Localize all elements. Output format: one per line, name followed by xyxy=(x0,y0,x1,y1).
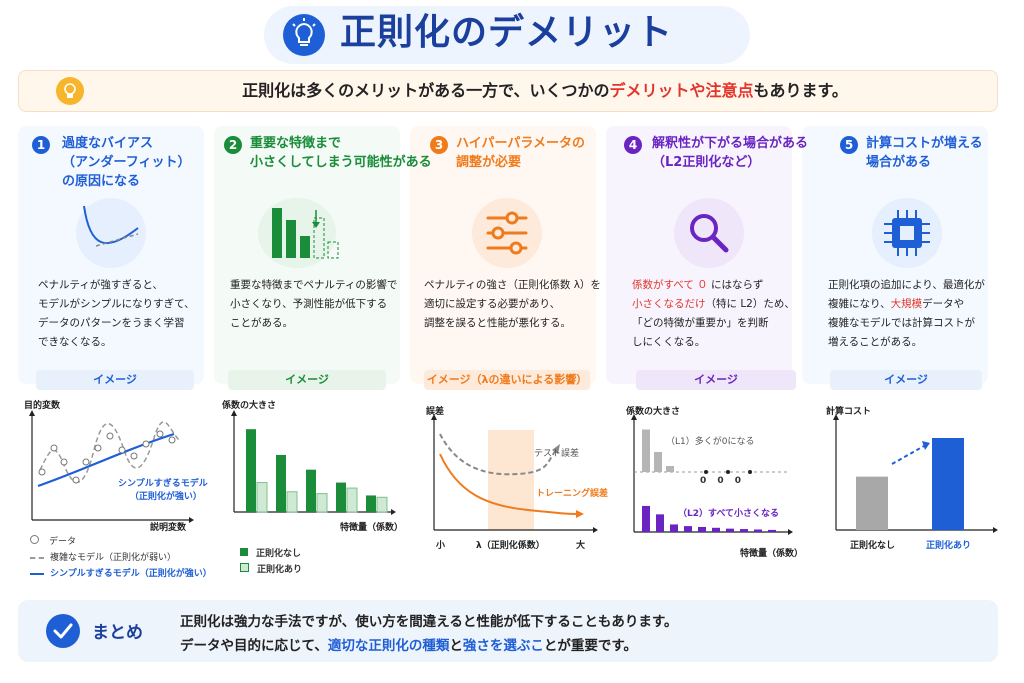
page-title: 正則化のデメリット xyxy=(340,12,674,53)
chart3-train-label: トレーニング誤差 xyxy=(536,489,609,499)
bar-l2-0 xyxy=(642,505,650,532)
bar-l1-2 xyxy=(666,466,674,472)
chart2-xlabel: 特徴量（係数） xyxy=(340,523,404,533)
sliders-icon xyxy=(472,198,542,268)
chart4-plot xyxy=(631,414,793,535)
chart2-plot xyxy=(231,410,396,515)
summary-line-1: 正則化は強力な手法ですが、使い方を間違えると性能が低下することもあります。 xyxy=(180,614,678,630)
legend-complex: 複雑なモデル（正則化が弱い） xyxy=(30,550,210,566)
summary-line-2: データや目的に応じて、適切な正則化の種類と強さを選ぶことが重要です。 xyxy=(180,638,637,654)
chart1-annotation: シンプルすぎるモデル （正則化が強い） xyxy=(118,479,208,502)
chart5-cat-1: 正則化あり xyxy=(926,541,972,551)
bar-with-reg-0 xyxy=(256,482,268,513)
column-4-image-pill: イメージ xyxy=(636,370,796,390)
intro-highlight: デメリットや注意点 xyxy=(609,81,754,100)
chart5-plot xyxy=(833,414,998,533)
bar-l2-2 xyxy=(670,524,678,532)
column-4-description: 係数がすべて ０ にはならず 小さくなるだけ（特に L2）ため、 「どの特徴が重… xyxy=(632,279,795,348)
chart1-legend: データ 複雑なモデル（正則化が弱い） シンプルすぎるモデル（正則化が強い） xyxy=(30,534,212,582)
check-icon xyxy=(46,614,80,648)
intro-part1: 正則化は多くのメリットがある一方で、いくつかの xyxy=(242,81,610,100)
bar-l2-3 xyxy=(684,526,692,532)
legend-data: データ xyxy=(30,534,210,550)
bar-cost-1 xyxy=(932,438,964,530)
chart2-ylabel: 係数の大きさ xyxy=(222,401,277,411)
cpu-chip-icon xyxy=(872,198,942,268)
chart3-x-mid: λ（正則化係数） xyxy=(476,541,545,551)
chart1-ylabel: 目的変数 xyxy=(24,401,61,411)
bar-shrink-icon xyxy=(258,198,339,268)
bar-l2-1 xyxy=(656,514,664,532)
bar-l2-6 xyxy=(726,528,734,532)
column-4-number: 4 xyxy=(624,136,642,154)
bar-l1-1 xyxy=(654,452,662,472)
bar-no-reg-0 xyxy=(246,429,256,512)
legend-with-reg: 正則化あり xyxy=(240,562,302,578)
chart4-zeros: 0 0 0 xyxy=(700,476,746,486)
intro-part2: もあります。 xyxy=(753,81,848,100)
column-1-image-pill: イメージ xyxy=(36,370,194,390)
chart3-ylabel: 誤差 xyxy=(426,407,445,417)
column-5-heading: 計算コストが増える 場合がある xyxy=(866,136,983,170)
bar-l1-0 xyxy=(642,429,650,472)
chart1-plot xyxy=(29,410,194,523)
bar-no-reg-3 xyxy=(336,482,346,512)
chart5-ylabel: 計算コスト xyxy=(826,407,872,417)
column-5-number: 5 xyxy=(840,136,858,154)
chart5-cat-0: 正則化なし xyxy=(850,541,896,551)
chart4-ylabel: 係数の大きさ xyxy=(626,407,681,417)
column-1-number: 1 xyxy=(32,136,50,154)
column-2-description: 重要な特徴までペナルティの影響で 小さくなり、予測性能が低下する ことがある。 xyxy=(230,279,398,329)
column-2-heading: 重要な特徴まで 小さくしてしまう可能性がある xyxy=(250,136,432,170)
bar-l2-4 xyxy=(698,526,706,532)
column-3-heading: ハイパーパラメータの 調整が必要 xyxy=(456,136,585,170)
bar-no-reg-1 xyxy=(276,454,286,512)
chart4-l2-label: （L2）すべて小さくなる xyxy=(678,509,780,519)
lightbulb-icon xyxy=(283,14,325,56)
chart3-x-large: 大 xyxy=(576,541,586,551)
chart2-legend: 正則化なし 正則化あり xyxy=(240,546,302,578)
intro-banner xyxy=(18,70,998,112)
bar-with-reg-1 xyxy=(286,491,298,513)
chart3-plot xyxy=(431,414,598,533)
summary-label: まとめ xyxy=(92,623,143,643)
chart1-xlabel: 説明変数 xyxy=(150,523,187,533)
bar-l2-5 xyxy=(712,527,720,532)
bar-l2-9 xyxy=(768,529,776,532)
underfit-curve-icon xyxy=(76,198,146,268)
column-3-description: ペナルティの強さ（正則化係数 λ）を 適切に設定する必要があり、 調整を誤ると性… xyxy=(424,279,601,329)
column-3-image-pill: イメージ（λの違いによる影響） xyxy=(424,370,590,390)
legend-no-reg: 正則化なし xyxy=(240,546,302,562)
lightbulb-icon xyxy=(56,77,84,105)
chart4-xlabel: 特徴量（係数） xyxy=(740,549,804,559)
bar-no-reg-4 xyxy=(366,495,376,512)
column-1-heading: 過度なバイアス （アンダーフィット） の原因になる xyxy=(62,136,191,189)
column-3-number: 3 xyxy=(430,136,448,154)
bar-no-reg-2 xyxy=(306,469,316,512)
column-5-image-pill: イメージ xyxy=(830,370,982,390)
bar-with-reg-2 xyxy=(316,493,328,513)
bar-l2-7 xyxy=(740,529,748,532)
column-2-image-pill: イメージ xyxy=(228,370,386,390)
bar-with-reg-4 xyxy=(376,496,388,513)
title-banner xyxy=(264,6,750,64)
chart3-test-label: テスト誤差 xyxy=(534,449,580,459)
intro-text: 正則化は多くのメリットがある一方で、いくつかのデメリットや注意点もあります。 xyxy=(110,70,980,112)
chart3-x-small: 小 xyxy=(436,541,446,551)
column-1-description: ペナルティが強すぎると、 モデルがシンプルになりすぎて、 データのパターンをうま… xyxy=(38,279,195,348)
column-5-description: 正則化項の追加により、最適化が 複雑になり、大規模データや 複雑なモデルでは計算… xyxy=(828,279,985,348)
column-4-heading: 解釈性が下がる場合がある （L2正則化など） xyxy=(652,136,809,170)
summary-box xyxy=(18,600,998,662)
bar-l2-8 xyxy=(754,529,762,532)
magnifier-icon xyxy=(674,198,744,268)
bar-cost-0 xyxy=(856,476,888,530)
legend-simple: シンプルすぎるモデル（正則化が強い） xyxy=(30,566,212,582)
bar-with-reg-3 xyxy=(346,487,358,513)
column-2-number: 2 xyxy=(224,136,242,154)
chart4-l1-label: （L1）多くが0になる xyxy=(666,437,755,447)
